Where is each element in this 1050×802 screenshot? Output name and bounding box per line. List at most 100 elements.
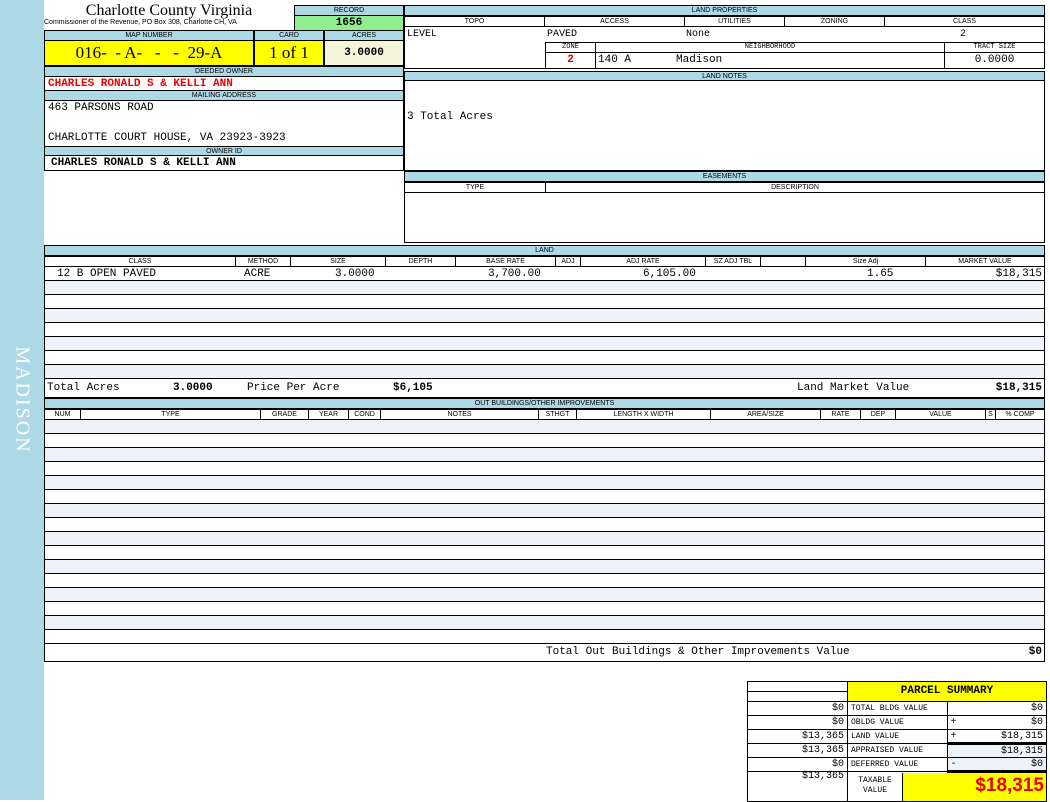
operator: -: [950, 758, 957, 770]
zone-label: ZONE: [545, 42, 596, 53]
total-acres: 3.0000: [173, 382, 213, 394]
col-type: TYPE: [404, 182, 546, 193]
sidebar: MADISON: [0, 0, 44, 800]
land-size-adj: 1.65: [867, 268, 894, 280]
col-area-size: AREA/SIZE: [710, 409, 821, 420]
summary-row: $13,365 LAND VALUE + $18,315: [747, 729, 1047, 745]
taxable-label: TAXABLE VALUE: [848, 773, 903, 801]
col-rate: RATE: [820, 409, 861, 420]
address-line-2: CHARLOTTE COURT HOUSE, VA 23923-3923: [48, 132, 286, 144]
col-dep: DEP: [860, 409, 896, 420]
summary-row: $13,365 APPRAISED VALUE $18,315: [747, 743, 1047, 758]
col-base-rate: BASE RATE: [455, 256, 556, 267]
easements-label: EASEMENTS: [404, 171, 1045, 182]
parcel-summary: PARCEL SUMMARY $0 TOTAL BLDG VALUE $0 $0 OB…: [747, 681, 1047, 802]
summary-label: APPRAISED VALUE: [847, 743, 948, 758]
prior-value: $0: [747, 757, 848, 772]
col-description: DESCRIPTION: [545, 182, 1045, 193]
summary-value: $0: [1030, 758, 1043, 770]
taxable-value: $18,315: [903, 773, 1046, 801]
total-acres-label: Total Acres: [47, 382, 120, 394]
summary-label: DEFERRED VALUE: [847, 757, 948, 772]
summary-row: $0 OBLDG VALUE + $0: [747, 715, 1047, 730]
operator: +: [950, 730, 957, 742]
col-zoning: ZONING: [784, 16, 885, 27]
address-line-1: 463 PARSONS ROAD: [48, 102, 154, 114]
land-base-rate: 3,700.00: [488, 268, 541, 280]
access-value: PAVED: [547, 29, 578, 40]
land-label: LAND: [44, 245, 1045, 256]
summary-label: TOTAL BLDG VALUE: [847, 701, 948, 716]
col-sthgt: STHGT: [538, 409, 577, 420]
land-method: ACRE: [244, 268, 271, 280]
utilities-value: None: [686, 29, 711, 40]
col-adj-rate: ADJ RATE: [580, 256, 706, 267]
col-method: METHOD: [235, 256, 291, 267]
header: Charlotte County Virginia Commissioner o…: [44, 2, 294, 26]
acres-value: 3.0000: [324, 40, 404, 66]
prior-value: $0: [747, 701, 848, 716]
land-market-value-label: Land Market Value: [797, 382, 910, 394]
topo-value: LEVEL: [407, 29, 438, 40]
summary-label: LAND VALUE: [847, 729, 948, 744]
outbuildings-total-value: $0: [1028, 646, 1042, 658]
outbuildings-total-label: Total Out Buildings & Other Improvements…: [546, 646, 850, 658]
summary-value: $18,315: [946, 743, 1047, 758]
record-number: 1656: [294, 15, 404, 31]
col-num: NUM: [44, 409, 81, 420]
col-adj: ADJ: [555, 256, 581, 267]
land-section: LAND CLASS METHOD SIZE DEPTH BASE RATE A…: [44, 245, 1045, 400]
mailing-address: 463 PARSONS ROAD CHARLOTTE COURT HOUSE, …: [44, 100, 404, 147]
taxable-prior: $13,365: [747, 771, 848, 802]
col-value: VALUE: [895, 409, 986, 420]
summary-value: $0: [1030, 717, 1043, 728]
col-year: YEAR: [308, 409, 349, 420]
card-value: 1 of 1: [254, 40, 324, 66]
land-size: 3.0000: [335, 268, 375, 280]
owner-id: CHARLES RONALD S & KELLI ANN: [44, 155, 404, 171]
land-notes: 3 Total Acres: [404, 80, 1045, 171]
col-s: S: [985, 409, 996, 420]
col-size: SIZE: [290, 256, 386, 267]
neighborhood-label: NEIGHBORHOOD: [595, 42, 945, 53]
summary-value: $0: [946, 701, 1047, 716]
summary-value: $18,315: [1000, 730, 1043, 742]
col-topo: TOPO: [404, 16, 545, 27]
prior-value: $0: [747, 715, 848, 730]
col-notes: NOTES: [380, 409, 539, 420]
price-per-acre-label: Price Per Acre: [247, 382, 340, 394]
col-market-value: MARKET VALUE: [925, 256, 1045, 267]
summary-label: OBLDG VALUE: [847, 715, 948, 730]
land-totals: Total Acres 3.0000 Price Per Acre $6,105…: [45, 379, 1044, 397]
outbuildings-label: OUT BUILDINGS/OTHER IMPROVEMENTS: [44, 398, 1045, 409]
zone-value: 2: [545, 52, 596, 69]
price-per-acre: $6,105: [393, 382, 433, 394]
col-depth: DEPTH: [385, 256, 456, 267]
col-access: ACCESS: [544, 16, 685, 27]
outbuildings-total: Total Out Buildings & Other Improvements…: [45, 644, 1044, 661]
class-value: 2: [960, 29, 967, 40]
col-sz-adj-tbl: SZ ADJ TBL: [705, 256, 761, 267]
land-properties-label: LAND PROPERTIES: [404, 5, 1045, 16]
col-class: CLASS: [44, 256, 236, 267]
land-properties: LAND PROPERTIES TOPO ACCESS UTILITIES ZO…: [404, 5, 1045, 69]
col-utilities: UTILITIES: [684, 16, 785, 27]
district-label: MADISON: [11, 346, 34, 454]
land-class: 12 B OPEN PAVED: [57, 268, 157, 280]
county-title: Charlotte County Virginia: [85, 2, 253, 19]
map-number: 016- - A- - - 29-A: [44, 40, 254, 66]
summary-row: $0 DEFERRED VALUE - $0: [747, 757, 1047, 773]
land-row: 12 B OPEN PAVED ACRE 3.0000 3,700.00 6,1…: [45, 267, 1044, 281]
neighborhood-code: 140 A: [598, 54, 632, 66]
col-cond: COND: [348, 409, 381, 420]
col-class: CLASS: [884, 16, 1045, 27]
county-subtitle: Commissioner of the Revenue, PO Box 308,…: [44, 19, 237, 26]
parcel-summary-title: PARCEL SUMMARY: [847, 681, 1047, 702]
col-pct-comp: % COMP: [995, 409, 1045, 420]
summary-row: $0 TOTAL BLDG VALUE $0: [747, 701, 1047, 716]
col-grade: GRADE: [260, 409, 309, 420]
operator: +: [950, 717, 957, 728]
col-length-width: LENGTH X WIDTH: [576, 409, 711, 420]
prior-value: $13,365: [747, 729, 848, 744]
outbuildings-section: OUT BUILDINGS/OTHER IMPROVEMENTS NUM TYP…: [44, 398, 1045, 662]
